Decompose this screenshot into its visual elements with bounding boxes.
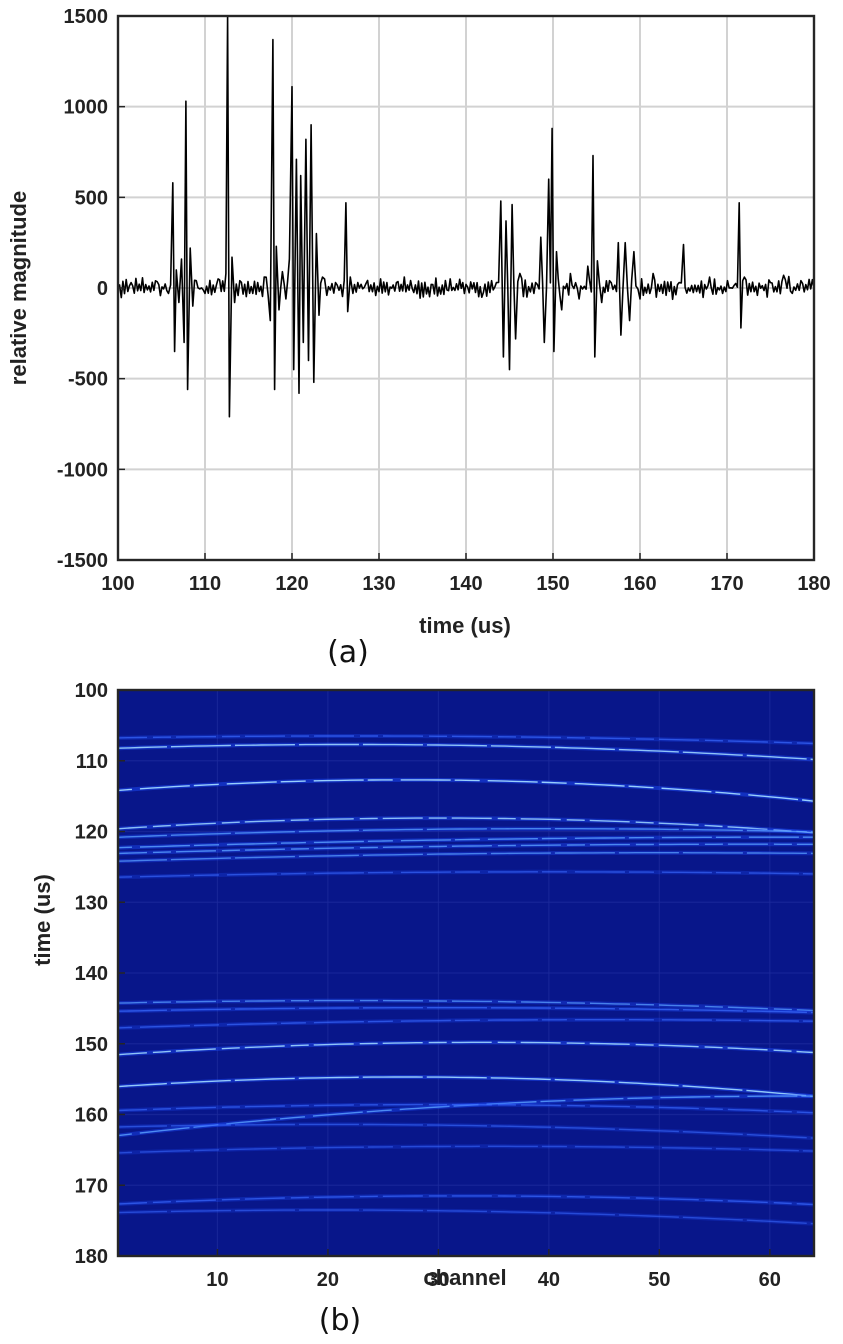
echo-trace [118,742,814,762]
heatmap-chart: 10 20 30 40 50 60100110120130140150160170180 … [30,680,816,1338]
echo-trace [118,1094,814,1138]
echo-core [118,1209,814,1225]
y-tick-label: 140 [75,963,108,985]
y-tick-label: 180 [75,1246,108,1268]
y-tick-label: 130 [75,892,108,914]
y-tick-label: -1500 [57,550,108,572]
echo-trace [118,1017,814,1030]
echo-core [118,779,814,802]
x-tick-label: 150 [536,573,569,595]
echo-trace [118,869,814,880]
x-tick-label: 60 [759,1269,781,1291]
x-tick-label: 20 [317,1269,339,1291]
y-tick-label: 170 [75,1175,108,1197]
echo-trace [118,1075,814,1099]
y-axis-label-a: relative magnitude [6,191,31,385]
y-tick-label: 500 [75,187,108,209]
echo-core [118,1095,814,1137]
echo-traces [118,734,814,1226]
echo-core [118,1076,814,1098]
x-tick-label: 170 [710,573,743,595]
x-tick-label: 30 [427,1269,449,1291]
caption-a: (a) [327,635,369,670]
echo-trace [118,734,814,746]
x-tick-label: 140 [449,573,482,595]
x-tick-label: 180 [797,573,830,595]
echo-trace [118,1040,814,1057]
ticks-a: 100 110 120 130 140 150 160 170 180 1500 1000 500 0 -… [57,6,831,595]
x-tick-label: 120 [275,573,308,595]
echo-trace [118,777,814,804]
y-axis-label-b: time (us) [30,874,55,966]
echo-core [118,871,814,878]
y-tick-label: -500 [68,369,108,391]
echo-core [118,852,814,862]
echo-core [118,1041,814,1056]
waveform-chart: 100 110 120 130 140 150 160 170 180 1500 1000 500 0 -… [6,6,831,670]
echo-core [118,1007,814,1014]
echo-trace [118,1208,814,1226]
echo-trace [118,1144,814,1155]
echo-trace [118,826,814,840]
y-tick-label: 150 [75,1034,108,1056]
y-tick-label: 110 [76,751,108,773]
grid-b [118,690,814,1256]
echo-core [118,1145,814,1154]
echo-core [118,843,814,855]
echo-trace [118,1005,814,1015]
x-tick-label: 40 [538,1269,560,1291]
echo-core [118,1019,814,1029]
y-tick-label: 0 [97,278,108,300]
echo-trace [118,816,814,835]
x-tick-label: 130 [362,573,395,595]
waveform-line [117,15,815,418]
y-tick-label: 1500 [64,6,109,28]
y-tick-label: 160 [75,1105,108,1127]
x-tick-label: 50 [648,1269,670,1291]
echo-trace [118,835,814,850]
echo-core [118,817,814,834]
x-tick-label: 10 [206,1269,228,1291]
echo-core [118,836,814,849]
caption-b: (b) [319,1303,361,1338]
y-tick-label: -1000 [57,459,108,481]
echo-trace [118,1193,814,1207]
x-tick-label: 100 [101,573,134,595]
x-axis-label-b: channel [423,1265,506,1290]
echo-trace [118,842,814,856]
x-axis-label-a: time (us) [419,613,511,638]
echo-trace [118,1122,814,1141]
echo-trace [118,850,814,864]
echo-trace [118,998,814,1013]
echo-core [118,999,814,1012]
echo-core [118,735,814,745]
y-tick-label: 100 [75,680,108,702]
echo-core [118,743,814,761]
x-tick-label: 160 [623,573,656,595]
echo-core [118,1123,814,1139]
ticks-b: 10 20 30 40 50 60 100 110 120 130 140 150 160 170 180 [75,680,781,1291]
echo-trace [118,1102,814,1115]
echo-core [118,1103,814,1114]
x-tick-label: 110 [189,573,221,595]
y-tick-label: 1000 [64,97,109,119]
echo-core [118,1195,814,1206]
echo-core [118,828,814,839]
y-tick-label: 120 [75,822,108,844]
